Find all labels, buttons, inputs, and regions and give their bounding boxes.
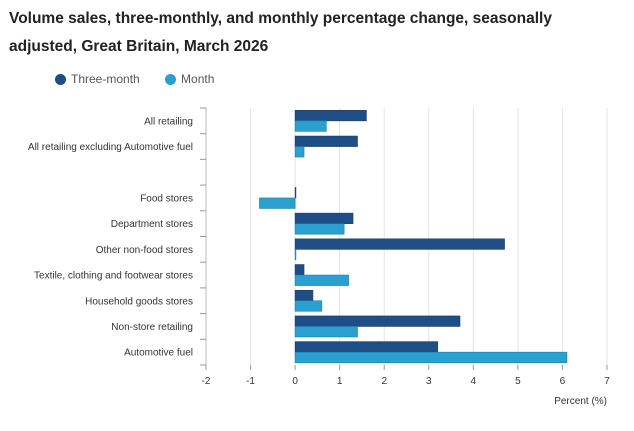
legend-label-three-month: Three-month <box>71 72 140 86</box>
x-tick-label: -2 <box>202 376 211 387</box>
x-tick-label: 5 <box>515 376 521 387</box>
x-tick-label: 1 <box>337 376 343 387</box>
category-label: Department stores <box>111 219 193 230</box>
x-tick-label: 6 <box>560 376 566 387</box>
bar-month[interactable] <box>259 197 296 209</box>
bar-three-month[interactable] <box>294 187 297 199</box>
bar-three-month[interactable] <box>294 264 305 276</box>
chart-title: Volume sales, three-monthly, and monthly… <box>9 10 552 55</box>
category-axis: All retailing All retailing excluding Aut… <box>28 107 207 366</box>
x-tick-label: 2 <box>381 376 387 387</box>
bar-month[interactable] <box>294 326 358 338</box>
bar-three-month[interactable] <box>294 289 314 302</box>
bar-month[interactable] <box>294 223 345 235</box>
bar-three-month[interactable] <box>294 135 358 147</box>
category-label: Household goods stores <box>85 296 193 307</box>
chart-legend: Three-month Month <box>55 72 236 88</box>
bar-three-month[interactable] <box>294 110 367 122</box>
category-label: Non-store retailing <box>111 322 193 333</box>
x-tick-label: 7 <box>604 376 610 387</box>
x-axis-title: Percent (%) <box>554 396 607 407</box>
bar-three-month[interactable] <box>294 315 461 327</box>
category-label: All retailing <box>144 116 193 127</box>
category-label: Textile, clothing and footwear stores <box>34 271 193 282</box>
bar-month[interactable] <box>294 120 327 132</box>
bar-three-month[interactable] <box>294 212 354 224</box>
bar-three-month[interactable] <box>294 238 505 250</box>
bar-three-month[interactable] <box>294 341 438 353</box>
bar-month[interactable] <box>294 300 323 312</box>
bar-month[interactable] <box>294 249 297 261</box>
bar-month[interactable] <box>294 146 305 158</box>
category-label: Other non-food stores <box>96 245 193 256</box>
bar-month[interactable] <box>294 274 349 286</box>
x-tick-label: 0 <box>292 376 298 387</box>
legend-label-month: Month <box>181 72 215 86</box>
category-label: All retailing excluding Automotive fuel <box>28 142 193 153</box>
legend-swatch-three-month <box>55 73 66 85</box>
bars <box>259 110 568 363</box>
x-tick-label: 3 <box>426 376 432 387</box>
x-tick-label: -1 <box>246 376 255 387</box>
category-label: Automotive fuel <box>124 348 193 359</box>
x-tick-label: 4 <box>471 376 477 387</box>
bar-month[interactable] <box>294 351 568 363</box>
category-label: Food stores <box>140 193 193 204</box>
legend-item-three-month[interactable]: Three-month <box>55 72 140 86</box>
x-axis: -2 -1 0 1 2 3 4 5 6 7 <box>202 365 610 387</box>
legend-item-month[interactable]: Month <box>165 72 214 86</box>
legend-swatch-month <box>165 73 177 85</box>
